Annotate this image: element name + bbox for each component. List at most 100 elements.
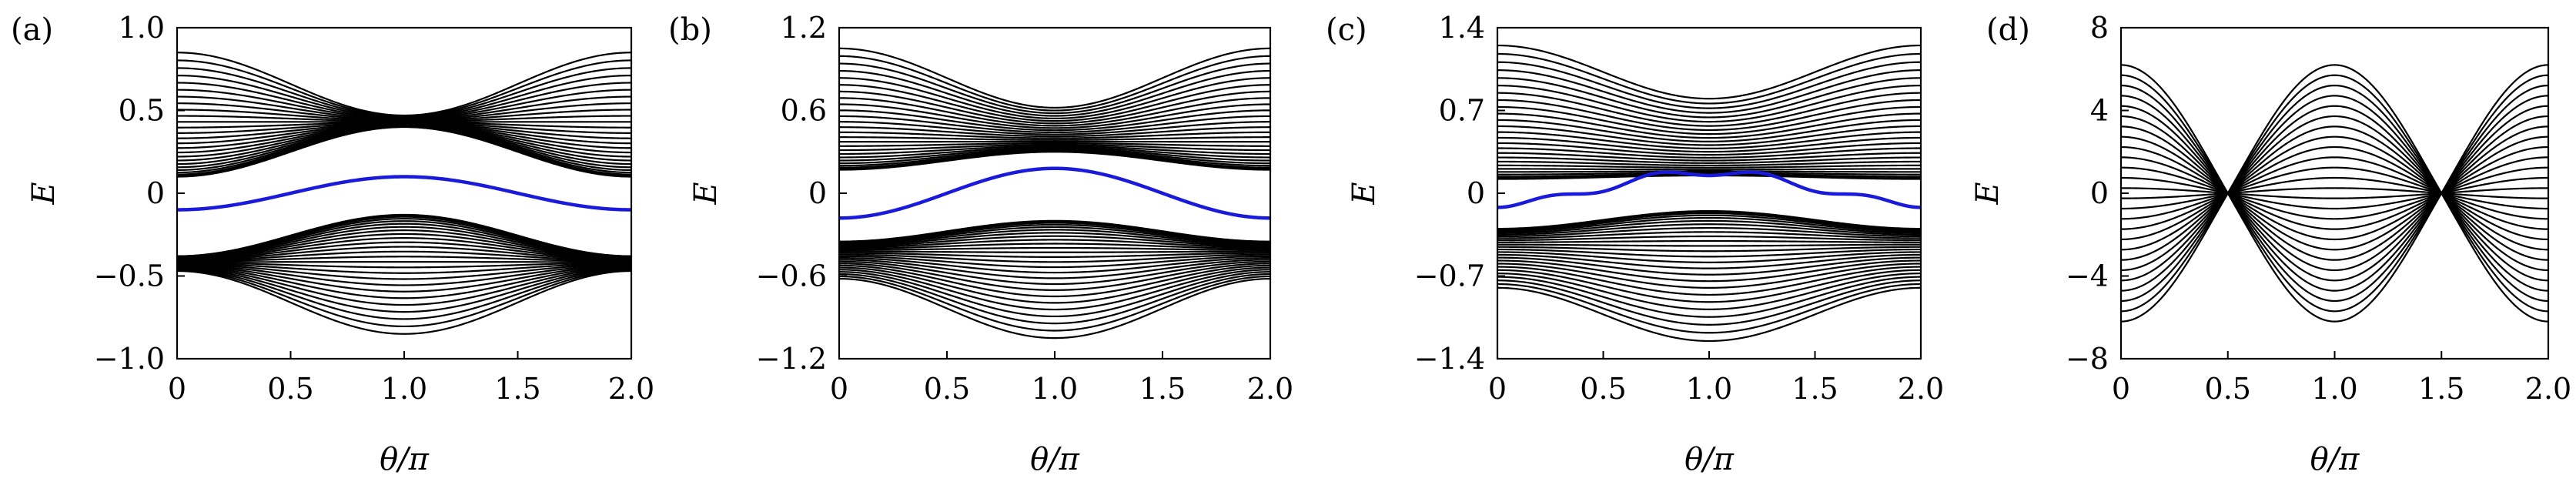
band-line-upper — [1497, 44, 1921, 100]
band-line-upper — [839, 69, 1270, 117]
band-line-lower — [1497, 223, 1921, 236]
band-line — [2121, 135, 2548, 251]
band-line-upper — [1497, 85, 1921, 123]
band-line-lower — [177, 226, 631, 259]
band-line-lower — [1497, 276, 1921, 318]
band-line-lower — [1497, 231, 1921, 239]
band-line-upper — [1497, 119, 1921, 142]
band-line — [2121, 64, 2548, 323]
band-line-lower — [839, 246, 1270, 251]
band-line-upper — [177, 52, 631, 117]
band-line-lower — [839, 271, 1270, 318]
band-line-upper — [1497, 77, 1921, 119]
band-line — [2121, 95, 2548, 292]
band-line-lower — [1497, 219, 1921, 235]
band-line-lower — [177, 266, 631, 306]
band-line-upper — [1497, 152, 1921, 162]
band-line — [2121, 156, 2548, 230]
panel-label: (d) — [1986, 12, 2030, 48]
y-tick-label: −1.4 — [1414, 342, 1485, 376]
band-line-upper — [1497, 164, 1921, 169]
band-line-lower — [839, 232, 1270, 246]
band-line-upper — [1497, 160, 1921, 167]
band-line-upper — [1497, 147, 1921, 159]
band-line-upper — [839, 77, 1270, 119]
band-line-lower — [1497, 259, 1921, 283]
x-tick-label: 1.0 — [1686, 372, 1732, 406]
x-tick-label: 2.0 — [608, 372, 654, 406]
band-line-upper — [839, 142, 1270, 147]
band-line-lower — [839, 269, 1270, 311]
edge-state-line — [177, 175, 631, 212]
band-line-upper — [1497, 52, 1921, 105]
band-line-upper — [1497, 136, 1921, 153]
band-line-upper — [1497, 142, 1921, 156]
band-line — [2121, 84, 2548, 303]
band-line-lower — [839, 260, 1270, 286]
band-line — [2121, 64, 2548, 323]
band-line-upper — [839, 115, 1270, 134]
band-line-upper — [1497, 172, 1921, 176]
band-line-lower — [1497, 263, 1921, 289]
band-line-lower — [839, 252, 1270, 258]
x-axis-label: θ/π — [1684, 442, 1735, 477]
band-line — [2121, 125, 2548, 261]
band-line-lower — [177, 256, 631, 263]
band-line — [2121, 187, 2548, 199]
band-line — [2121, 105, 2548, 282]
band-line — [2121, 156, 2548, 230]
y-tick-label: 1.4 — [1439, 11, 1485, 45]
y-axis-label: E — [1347, 182, 1382, 205]
y-tick-label: −8 — [2066, 342, 2109, 376]
panel-c: 0 0.5 1.0 1.5 2.0 −1.4 −0.7 0 0.7 1.4 θ/π E (c) — [1326, 11, 1944, 477]
band-line — [2121, 146, 2548, 241]
band-line-lower — [177, 264, 631, 286]
y-axis-label: E — [688, 182, 724, 205]
x-tick-label: 0.5 — [2205, 372, 2251, 406]
band-line-lower — [1497, 235, 1921, 242]
x-tick-label: 1.5 — [494, 372, 540, 406]
band-line — [2121, 84, 2548, 303]
x-tick-label: 1.0 — [2311, 372, 2357, 406]
band-line-lower — [1497, 210, 1921, 230]
band-line — [2121, 105, 2548, 282]
y-tick-label: 0 — [146, 176, 165, 210]
band-line-upper — [177, 59, 631, 117]
band-line-upper — [839, 97, 1270, 127]
band-line-lower — [839, 253, 1270, 263]
band-line-lower — [1497, 214, 1921, 232]
band-line — [2121, 74, 2548, 313]
band-line-lower — [839, 256, 1270, 274]
x-tick-label: 0 — [168, 372, 186, 406]
band-line-lower — [839, 235, 1270, 248]
y-tick-label: 8 — [2090, 11, 2109, 45]
x-tick-label: 1.0 — [1032, 372, 1078, 406]
band-line-upper — [1497, 125, 1921, 146]
band-line-lower — [1497, 279, 1921, 326]
x-axis-label: θ/π — [2310, 442, 2360, 477]
band-line-lower — [177, 241, 631, 261]
y-tick-label: 1.0 — [119, 11, 165, 45]
y-tick-label: 0.7 — [1439, 94, 1485, 128]
band-line-upper — [839, 136, 1270, 141]
band-line — [2121, 135, 2548, 251]
band-line-lower — [177, 246, 631, 261]
band-line-upper — [839, 62, 1270, 115]
band-line-lower — [177, 263, 631, 274]
band-line-lower — [1497, 266, 1921, 296]
band-line-upper — [1497, 156, 1921, 164]
band-line-lower — [177, 232, 631, 259]
band-line-upper — [1497, 61, 1921, 109]
band-line-lower — [839, 242, 1270, 250]
band-line-lower — [1497, 283, 1921, 334]
x-tick-label: 2.0 — [2525, 372, 2571, 406]
band-line-lower — [177, 269, 631, 335]
x-tick-label: 1.5 — [1139, 372, 1186, 406]
band-line-lower — [1497, 239, 1921, 243]
x-tick-label: 1.0 — [381, 372, 427, 406]
x-tick-label: 1.5 — [1791, 372, 1838, 406]
y-axis-label: E — [1970, 182, 2006, 205]
band-line — [2121, 166, 2548, 220]
band-line-lower — [1497, 253, 1921, 269]
